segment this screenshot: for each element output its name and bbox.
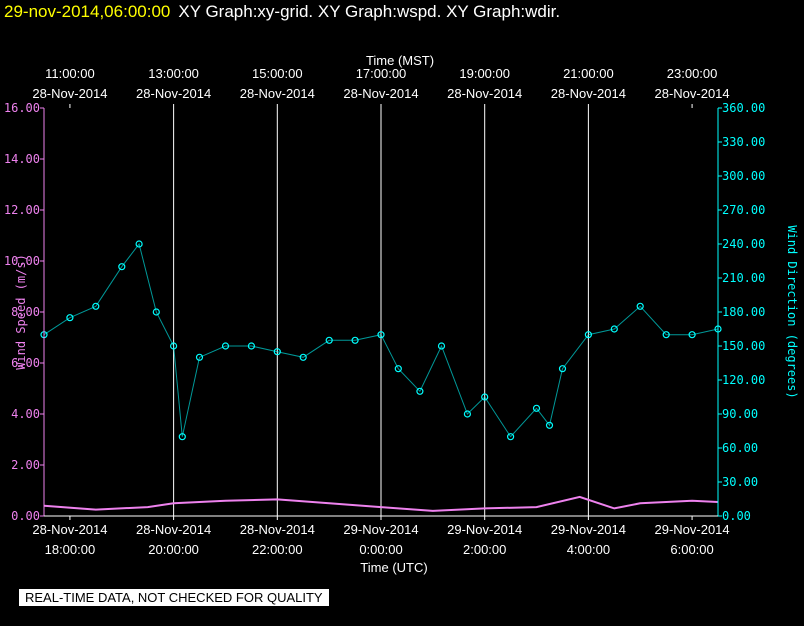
x2-tick-time: 17:00:00 <box>356 66 407 81</box>
wind-direction-point <box>662 331 670 339</box>
x2-tick-date: 28-Nov-2014 <box>343 86 418 101</box>
y2-tick-label: 60.00 <box>722 441 758 455</box>
y-tick-label: 2.00 <box>11 458 40 472</box>
x2-tick-time: 11:00:00 <box>45 66 95 81</box>
y2-tick-label: 270.00 <box>722 203 765 217</box>
wind-direction-point <box>152 308 160 316</box>
wind-direction-point <box>273 348 281 356</box>
y-tick-label: 16.00 <box>4 101 40 115</box>
x2-axis-title: Time (MST) <box>366 53 434 68</box>
wind-direction-point <box>507 433 515 441</box>
wind-direction-point <box>118 263 126 271</box>
x-tick-date: 28-Nov-2014 <box>32 522 107 537</box>
wind-direction-point <box>92 302 100 310</box>
x2-tick-time: 21:00:00 <box>563 66 614 81</box>
y-tick-label: 10.00 <box>4 254 40 268</box>
x-tick-date: 28-Nov-2014 <box>240 522 315 537</box>
wind-direction-point <box>584 331 593 339</box>
y2-tick-label: 180.00 <box>722 305 765 319</box>
wind-direction-point <box>135 240 143 248</box>
wind-direction-point <box>416 387 424 395</box>
y-tick-label: 12.00 <box>4 203 40 217</box>
wind-direction-point <box>195 353 204 361</box>
series-layer <box>40 240 722 512</box>
left-ticks: 0.00 2.00 4.00 6.00 8.00 10.00 12.00 14.00 16.00 <box>4 101 44 523</box>
y2-tick-label: 360.00 <box>722 101 765 115</box>
grid <box>173 108 589 516</box>
y-tick-label: 8.00 <box>11 305 40 319</box>
x2-tick-time: 23:00:00 <box>667 66 718 81</box>
wind-direction-point <box>558 365 567 373</box>
series-wind-direction-trace <box>43 242 719 438</box>
x2-tick-date: 28-Nov-2014 <box>551 86 626 101</box>
x-tick-date: 29-Nov-2014 <box>551 522 626 537</box>
header-datetime: 29-nov-2014,06:00:00 <box>4 2 171 21</box>
x-tick-time: 6:00:00 <box>670 542 713 557</box>
y2-tick-label: 150.00 <box>722 339 765 353</box>
y2-tick-label: 0.00 <box>722 509 751 523</box>
y2-tick-label: 210.00 <box>722 271 765 285</box>
y2-tick-label: 330.00 <box>722 135 765 149</box>
top-ticks: 11:00:00 28-Nov-2014 13:00:00 28-Nov-2014 15… <box>32 66 730 108</box>
x-axis-title: Time (UTC) <box>360 560 427 575</box>
x2-tick-time: 13:00:00 <box>148 66 199 81</box>
y2-tick-label: 90.00 <box>722 407 758 421</box>
wind-direction-point <box>351 336 359 344</box>
quality-notice: REAL-TIME DATA, NOT CHECKED FOR QUALITY <box>19 589 329 606</box>
y2-tick-label: 240.00 <box>722 237 765 251</box>
wind-direction-point <box>532 404 541 412</box>
wind-direction-point <box>610 325 618 333</box>
header-graphs: XY Graph:xy-grid. XY Graph:wspd. XY Grap… <box>178 2 561 21</box>
chart: 28-Nov-2014 18:00:00 28-Nov-2014 20:00:00 28… <box>4 53 799 575</box>
x-tick-time: 4:00:00 <box>567 542 610 557</box>
y2-tick-label: 120.00 <box>722 373 765 387</box>
x2-tick-date: 28-Nov-2014 <box>32 86 107 101</box>
right-ticks: 0.00 30.00 60.00 90.00 120.00 150.00 180.00 210… <box>718 101 765 523</box>
x-tick-date: 28-Nov-2014 <box>136 522 211 537</box>
x-tick-time: 20:00:00 <box>148 542 199 557</box>
x-tick-time: 18:00:00 <box>45 542 96 557</box>
x2-tick-date: 28-Nov-2014 <box>447 86 522 101</box>
wind-direction-point <box>66 314 74 322</box>
wind-direction-point <box>221 342 230 350</box>
wind-direction-point <box>545 421 554 429</box>
y-tick-label: 14.00 <box>4 152 40 166</box>
wind-direction-point <box>463 410 471 418</box>
x2-tick-time: 19:00:00 <box>459 66 510 81</box>
x-tick-date: 29-Nov-2014 <box>447 522 522 537</box>
wind-direction-point <box>636 302 644 310</box>
y-tick-label: 0.00 <box>11 509 40 523</box>
x2-tick-date: 28-Nov-2014 <box>654 86 729 101</box>
y2-tick-label: 30.00 <box>722 475 758 489</box>
wind-direction-point <box>170 342 178 350</box>
series-wind-speed-line <box>43 495 719 512</box>
y2-tick-label: 300.00 <box>722 169 765 183</box>
wind-direction-point <box>325 336 333 344</box>
wind-direction-point <box>688 331 696 339</box>
x2-tick-time: 15:00:00 <box>252 66 303 81</box>
wind-direction-point <box>247 342 255 350</box>
x2-tick-date: 28-Nov-2014 <box>136 86 211 101</box>
x-tick-time: 22:00:00 <box>252 542 303 557</box>
bottom-ticks: 28-Nov-2014 18:00:00 28-Nov-2014 20:00:00 28… <box>32 516 730 557</box>
y-tick-label: 6.00 <box>11 356 40 370</box>
wind-direction-point <box>299 353 307 361</box>
y-axis-title: Wind Speed (m/s) <box>14 254 28 370</box>
y-tick-label: 4.00 <box>11 407 40 421</box>
wind-direction-point <box>178 433 186 441</box>
x2-tick-date: 28-Nov-2014 <box>240 86 315 101</box>
wind-direction-point <box>481 393 489 401</box>
x-tick-date: 29-Nov-2014 <box>343 522 418 537</box>
y2-axis-title: Wind Direction (degrees) <box>785 225 799 398</box>
x-tick-time: 0:00:00 <box>359 542 402 557</box>
wind-direction-point <box>394 365 402 373</box>
wind-direction-point <box>377 331 385 339</box>
x-tick-time: 2:00:00 <box>463 542 506 557</box>
x-tick-date: 29-Nov-2014 <box>654 522 729 537</box>
title-bar: 29-nov-2014,06:00:00 XY Graph:xy-grid. XY… <box>4 2 560 22</box>
wind-direction-point <box>437 342 446 350</box>
